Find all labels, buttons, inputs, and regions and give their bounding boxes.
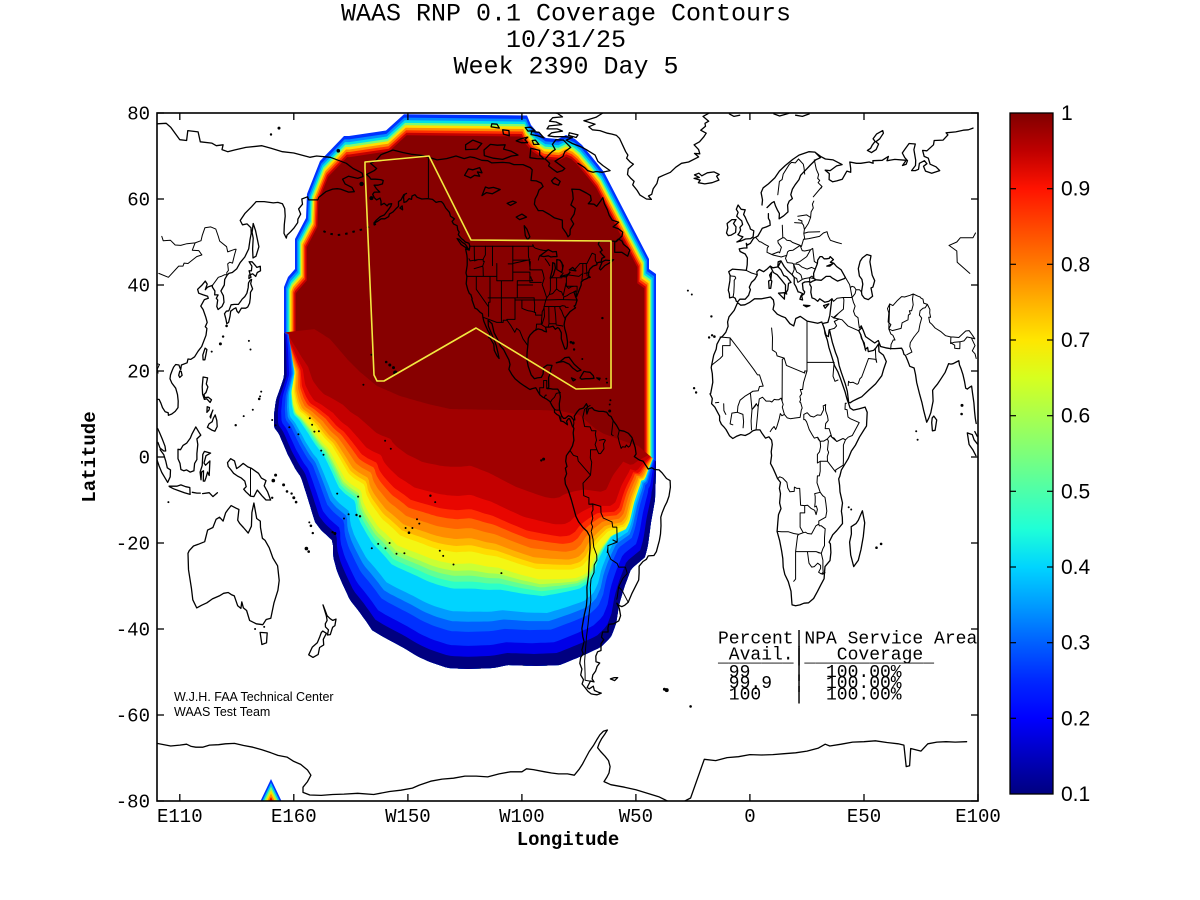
svg-text:40: 40 [127, 276, 150, 298]
svg-text:0.9: 0.9 [1061, 178, 1090, 201]
svg-text:|: | [794, 663, 805, 683]
svg-text:100: 100 [729, 686, 761, 706]
svg-text:0.8: 0.8 [1061, 253, 1090, 276]
svg-text:Latitude: Latitude [79, 411, 101, 502]
svg-text:W100: W100 [499, 806, 545, 828]
svg-text:Longitude: Longitude [517, 829, 620, 851]
svg-text:0.7: 0.7 [1061, 329, 1090, 352]
svg-text:99: 99 [729, 663, 751, 683]
svg-text:1: 1 [1061, 102, 1073, 125]
svg-text:W.J.H. FAA Technical Center: W.J.H. FAA Technical Center [174, 690, 334, 704]
svg-text:0.5: 0.5 [1061, 480, 1090, 503]
svg-text:-60: -60 [116, 706, 150, 728]
svg-text:-80: -80 [116, 792, 150, 814]
svg-text:-20: -20 [116, 534, 150, 556]
svg-text:100.00%: 100.00% [826, 674, 902, 694]
svg-text:99.9: 99.9 [729, 674, 772, 694]
svg-text:0.2: 0.2 [1061, 707, 1090, 730]
svg-text:60: 60 [127, 190, 150, 212]
svg-text:0.4: 0.4 [1061, 556, 1091, 579]
svg-text:20: 20 [127, 362, 150, 384]
svg-text:|: | [794, 646, 805, 666]
svg-text:W150: W150 [385, 806, 431, 828]
svg-text:E110: E110 [157, 806, 203, 828]
svg-text:Percent|NPA Service Area: Percent|NPA Service Area [718, 630, 977, 650]
svg-text:_______: _______ [717, 648, 794, 668]
svg-text:0.6: 0.6 [1061, 405, 1090, 428]
svg-text:0: 0 [139, 448, 150, 470]
svg-text:Coverage: Coverage [837, 646, 923, 666]
svg-text:-40: -40 [116, 620, 150, 642]
svg-text:|: | [794, 674, 805, 694]
svg-text:Avail.: Avail. [729, 646, 794, 666]
svg-text:Week 2390 Day 5: Week 2390 Day 5 [453, 53, 678, 82]
svg-text:|: | [794, 648, 805, 668]
svg-text:10/31/25: 10/31/25 [506, 26, 626, 55]
svg-text:WAAS RNP 0.1 Coverage Contours: WAAS RNP 0.1 Coverage Contours [341, 0, 791, 29]
svg-text:0.1: 0.1 [1061, 783, 1090, 806]
svg-text:E160: E160 [271, 806, 317, 828]
svg-text:80: 80 [127, 104, 150, 126]
svg-text:|: | [794, 686, 805, 706]
svg-text:WAAS Test Team: WAAS Test Team [174, 705, 270, 719]
svg-text:100.00%: 100.00% [826, 686, 902, 706]
svg-text:____________: ____________ [803, 648, 934, 668]
svg-text:0.3: 0.3 [1061, 632, 1090, 655]
svg-text:E100: E100 [955, 806, 1001, 828]
svg-text:0: 0 [744, 806, 755, 828]
svg-text:100.00%: 100.00% [826, 663, 902, 683]
svg-text:E50: E50 [847, 806, 881, 828]
svg-text:W50: W50 [619, 806, 653, 828]
